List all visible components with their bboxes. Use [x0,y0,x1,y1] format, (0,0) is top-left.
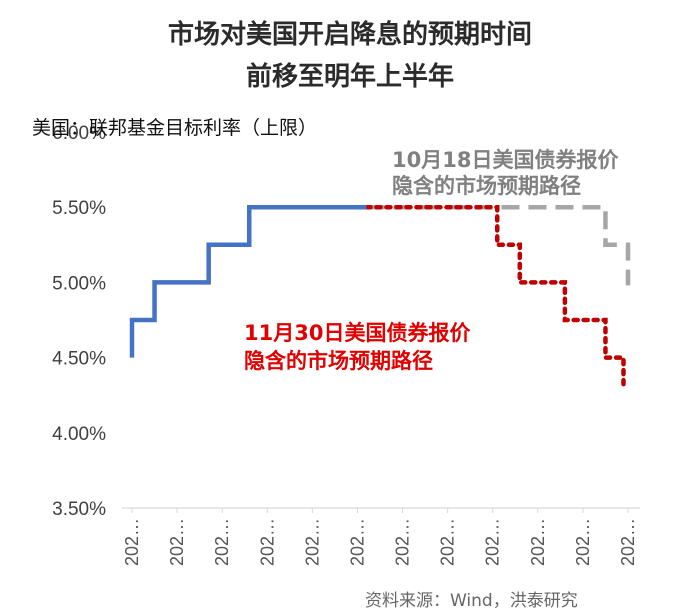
x-tick-label: 202… [483,518,503,566]
x-tick-label: 202… [212,518,232,566]
annotation-oct-line1: 10月18日美国债券报价 [392,148,619,172]
chart-subtitle: 前移至明年上半年 [245,62,454,92]
annotation-oct-line2: 隐含的市场预期路径 [392,174,581,198]
y-tick-label: 6.00% [52,123,106,144]
x-tick-label: 202… [573,518,593,566]
x-tick-label: 202… [393,518,413,566]
x-tick-label: 202… [257,518,277,566]
y-tick-label: 5.50% [52,198,106,219]
y-axis-ticks: 3.50% 4.00% 4.50% 5.00% 5.50% 6.00% [52,123,106,520]
y-tick-label: 5.00% [52,273,106,294]
x-tick-label: 202… [528,518,548,566]
annotation-nov-line1: 11月30日美国债券报价 [244,321,471,345]
y-axis-label: 美国：联邦基金目标利率（上限） [32,117,318,139]
x-tick-label: 202… [438,518,458,566]
y-tick-label: 4.50% [52,349,106,370]
x-tick-label: 202… [302,518,322,566]
series-lines [129,204,631,390]
chart-title: 市场对美国开启降息的预期时间 [167,20,532,50]
annotation-nov-line2: 隐含的市场预期路径 [244,349,433,373]
series-line-dashed [366,204,631,286]
y-tick-label: 3.50% [52,499,106,520]
x-tick-label: 202… [167,518,187,566]
x-tick-label: 202… [347,518,367,566]
x-tick-label: 202… [618,518,638,566]
series-line-dotted [364,204,626,390]
y-tick-label: 4.00% [52,424,106,445]
series-line-solid [129,204,367,358]
source-note: 资料来源：Wind，洪泰研究 [365,591,578,611]
x-axis-ticks: 202… 202… 202… 202… 202… 202… 202… 202… 202… 202…… [122,508,638,566]
x-tick-label: 202… [122,518,142,566]
